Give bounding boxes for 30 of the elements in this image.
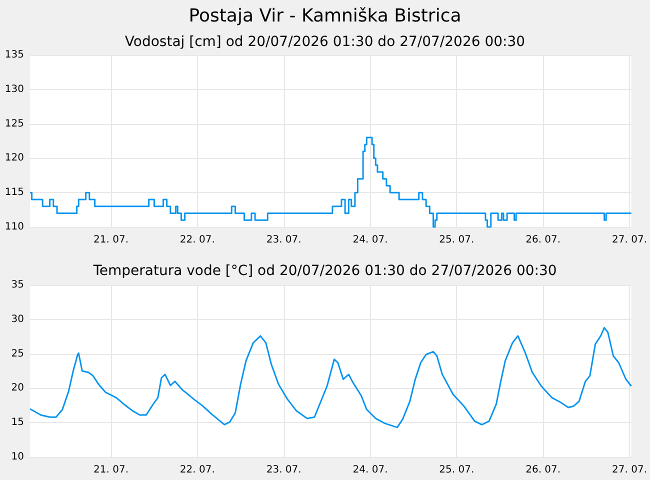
x-tick-label: 25. 07. bbox=[439, 464, 474, 476]
y-tick-label: 110 bbox=[4, 222, 24, 232]
y-tick-label: 120 bbox=[4, 152, 24, 164]
x-tick-label: 22. 07. bbox=[180, 234, 215, 246]
chart-subtitle: Vodostaj [cm] od 20/07/2026 01:30 do 27/07/2026 00:30 bbox=[124, 34, 526, 50]
y-tick-label: 10 bbox=[11, 452, 24, 462]
x-tick-label: 22. 07. bbox=[180, 464, 215, 476]
line-series bbox=[29, 326, 632, 428]
x-tick-label: 23. 07. bbox=[266, 234, 302, 246]
chart-title: Temperatura vode [°C] od 20/07/2026 01:30 do 27/07/2026 00:30 bbox=[92, 263, 557, 279]
x-tick-label: 21. 07. bbox=[94, 464, 129, 476]
y-tick-label: 30 bbox=[11, 314, 24, 325]
y-tick-label: 125 bbox=[4, 118, 24, 130]
x-tick-label: 27. 07. bbox=[612, 464, 648, 476]
x-tick-label: 25. 07. bbox=[439, 234, 474, 246]
y-tick-label: 20 bbox=[11, 382, 24, 394]
x-tick-label: 23. 07. bbox=[266, 464, 302, 476]
chart-title: Postaja Vir - Kamniška Bistrica bbox=[188, 6, 462, 26]
y-tick-label: 115 bbox=[4, 187, 24, 198]
y-tick-label: 25 bbox=[11, 348, 24, 360]
y-tick-label: 130 bbox=[4, 84, 24, 95]
x-tick-label: 24. 07. bbox=[352, 464, 388, 476]
x-tick-label: 26. 07. bbox=[526, 234, 561, 246]
y-tick-label: 15 bbox=[11, 417, 24, 428]
x-tick-label: 21. 07. bbox=[94, 234, 129, 246]
x-tick-label: 24. 07. bbox=[352, 234, 388, 246]
y-tick-label: 135 bbox=[4, 50, 24, 60]
x-tick-label: 26. 07. bbox=[526, 464, 561, 476]
y-tick-label: 35 bbox=[11, 280, 24, 290]
x-tick-label: 27. 07. bbox=[612, 234, 648, 246]
